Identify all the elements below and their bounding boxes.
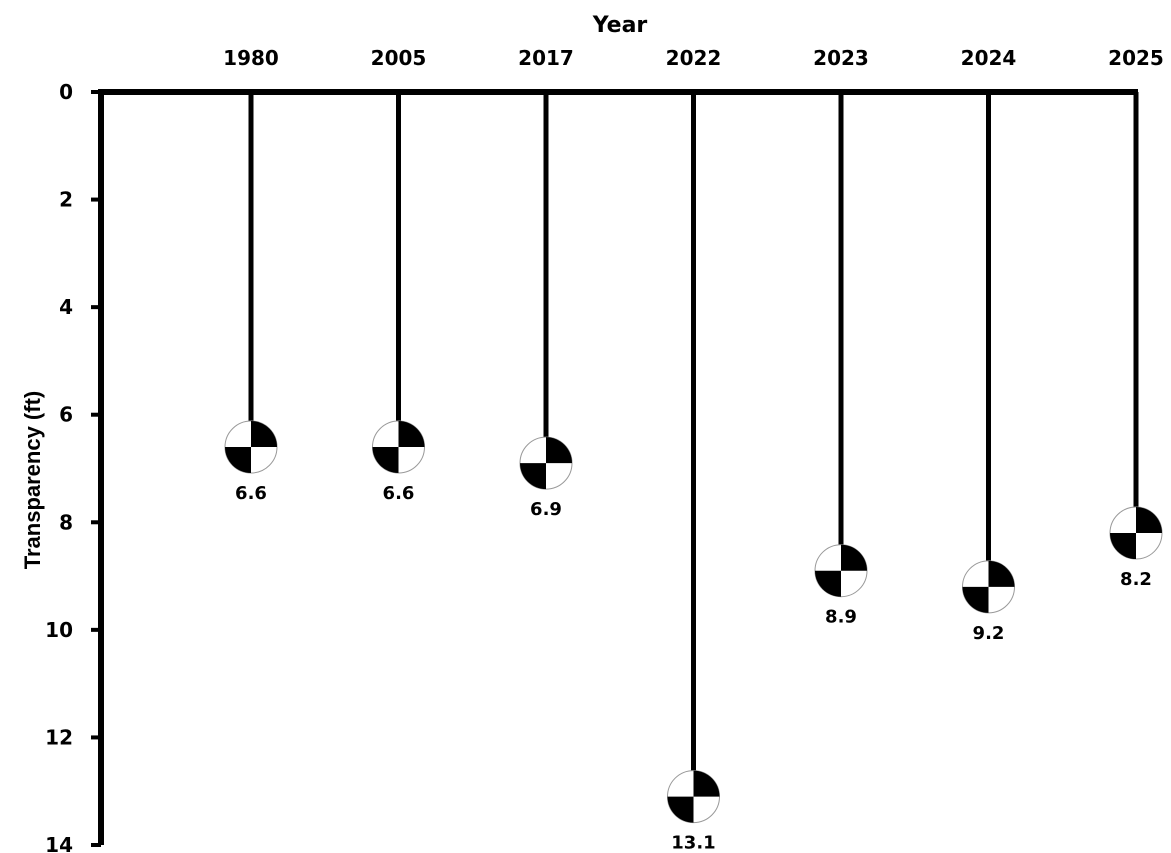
y-tick-label: 14 — [45, 833, 73, 853]
data-label: 8.2 — [1120, 569, 1152, 590]
x-tick-label: 2005 — [371, 46, 427, 70]
secchi-disk-icon — [814, 544, 868, 598]
y-tick-label: 10 — [45, 618, 73, 642]
x-tick-label: 2025 — [1108, 46, 1164, 70]
x-tick-label: 2023 — [813, 46, 869, 70]
x-tick-label: 2017 — [518, 46, 574, 70]
data-label: 8.9 — [825, 607, 857, 628]
drop-lines — [248, 92, 1139, 797]
x-tick-label: 1980 — [223, 46, 279, 70]
y-ticks: 0 2 4 6 8 10 12 14 — [45, 80, 101, 853]
secchi-disk-markers — [224, 420, 1163, 824]
y-tick-label: 2 — [59, 188, 73, 212]
y-tick-label: 12 — [45, 725, 73, 749]
secchi-disk-icon — [519, 436, 573, 490]
y-tick-label: 6 — [59, 403, 73, 427]
data-label: 6.6 — [383, 483, 415, 504]
secchi-disk-icon — [1109, 506, 1163, 560]
secchi-disk-icon — [962, 560, 1015, 614]
x-axis-title: Year — [592, 13, 648, 38]
axes — [98, 89, 1138, 845]
data-label: 9.2 — [973, 623, 1005, 644]
y-tick-label: 8 — [59, 510, 73, 534]
x-ticks: 1980 2005 2017 2022 2023 2024 2025 — [223, 46, 1164, 70]
secchi-disk-icon — [372, 420, 425, 474]
data-labels: 6.6 6.6 6.9 13.1 8.9 9.2 8.2 — [235, 483, 1152, 853]
secchi-disk-icon — [224, 420, 278, 474]
data-label: 13.1 — [671, 833, 715, 853]
y-tick-label: 4 — [59, 295, 73, 319]
x-tick-label: 2022 — [666, 46, 722, 70]
data-label: 6.9 — [530, 499, 562, 520]
x-tick-label: 2024 — [961, 46, 1017, 70]
y-tick-label: 0 — [59, 80, 73, 104]
y-axis-title: Transparency (ft) — [20, 391, 45, 570]
data-label: 6.6 — [235, 483, 267, 504]
secchi-disk-icon — [667, 770, 720, 824]
